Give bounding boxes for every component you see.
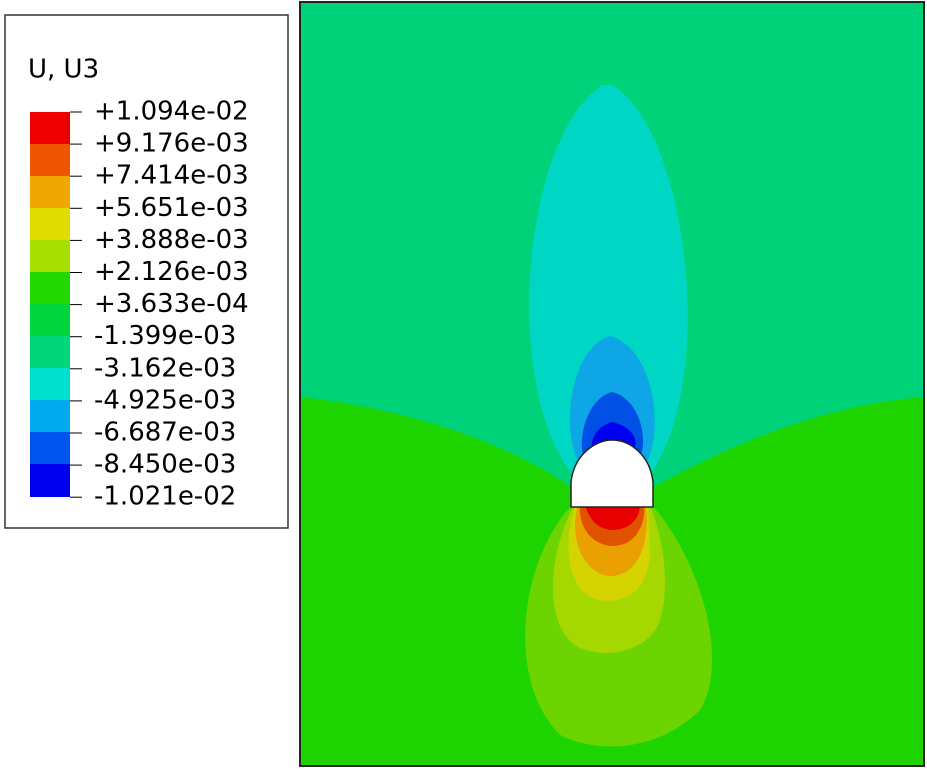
legend-label: +7.414e-03 (94, 161, 249, 191)
legend-label: -3.162e-03 (94, 353, 236, 383)
legend-label: -4.925e-03 (94, 385, 236, 415)
legend-label: +5.651e-03 (94, 193, 249, 223)
band (30, 176, 70, 209)
legend-bar (30, 112, 70, 497)
band (30, 336, 70, 369)
legend-title: U, U3 (28, 55, 99, 85)
band (30, 432, 70, 465)
legend-label: +9.176e-03 (94, 129, 249, 159)
band (30, 368, 70, 401)
contour-plot (299, 1, 925, 767)
band (30, 272, 70, 305)
legend-label: +1.094e-02 (94, 97, 249, 127)
legend-label: -8.450e-03 (94, 450, 236, 480)
legend-label: +2.126e-03 (94, 257, 249, 287)
band (30, 144, 70, 177)
band (30, 464, 70, 497)
band (30, 208, 70, 241)
band (30, 112, 70, 145)
legend-label: +3.633e-04 (94, 289, 249, 319)
band (30, 240, 70, 273)
band (30, 400, 70, 433)
legend-label: -1.399e-03 (94, 321, 236, 351)
legend-label: -6.687e-03 (94, 418, 236, 448)
legend-label: -1.021e-02 (94, 482, 236, 512)
legend-label: +3.888e-03 (94, 225, 249, 255)
band (30, 304, 70, 337)
